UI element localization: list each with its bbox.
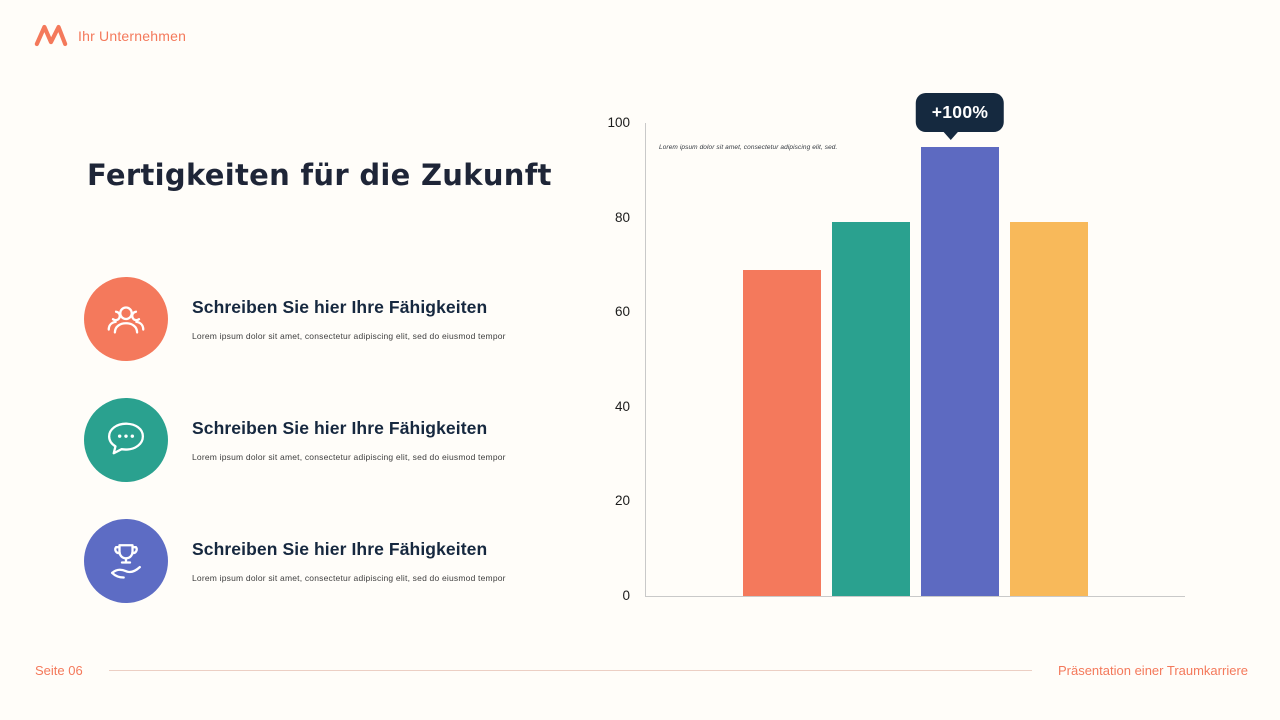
chart-note: Lorem ipsum dolor sit amet, consectetur …	[659, 144, 838, 151]
y-tick-label: 20	[614, 493, 630, 509]
list-item: Schreiben Sie hier Ihre Fähigkeiten Lore…	[84, 398, 554, 482]
brand-name: Ihr Unternehmen	[78, 27, 187, 44]
page-title: Fertigkeiten für die Zukunft	[87, 158, 552, 192]
y-tick-label: 40	[614, 398, 630, 414]
value-badge: +100%	[915, 92, 1005, 140]
chat-bubble-icon	[84, 398, 168, 482]
y-tick-label: 60	[614, 304, 630, 320]
bar-3	[921, 146, 999, 596]
item-heading: Schreiben Sie hier Ihre Fähigkeiten	[192, 539, 488, 559]
people-icon	[84, 277, 168, 361]
bar-1	[743, 269, 821, 596]
list-item-text: Schreiben Sie hier Ihre Fähigkeiten Lore…	[192, 418, 506, 462]
brand: Ihr Unternehmen	[34, 22, 186, 49]
bars	[646, 123, 1185, 596]
bar-4	[1010, 222, 1088, 596]
footer: Seite 06 Präsentation einer Traumkarrier…	[35, 663, 1248, 678]
bar-plot: Lorem ipsum dolor sit amet, consectetur …	[645, 92, 1185, 597]
list-item: Schreiben Sie hier Ihre Fähigkeiten Lore…	[84, 519, 554, 603]
y-tick-label: 0	[622, 588, 630, 603]
item-body: Lorem ipsum dolor sit amet, consectetur …	[192, 573, 506, 583]
item-body: Lorem ipsum dolor sit amet, consectetur …	[192, 452, 506, 462]
y-tick-label: 80	[614, 209, 630, 225]
footer-caption: Präsentation einer Traumkarriere	[1057, 663, 1248, 678]
list-item: Schreiben Sie hier Ihre Fähigkeiten Lore…	[84, 277, 554, 361]
item-heading: Schreiben Sie hier Ihre Fähigkeiten	[192, 297, 488, 317]
list-item-text: Schreiben Sie hier Ihre Fähigkeiten Lore…	[192, 297, 506, 341]
y-axis: 0 20 40 60 80 100	[578, 115, 630, 603]
y-tick-label: 100	[607, 115, 630, 130]
list-item-text: Schreiben Sie hier Ihre Fähigkeiten Lore…	[192, 539, 506, 583]
footer-divider	[108, 670, 1032, 671]
skill-list: Schreiben Sie hier Ihre Fähigkeiten Lore…	[84, 277, 554, 603]
trophy-hand-icon	[84, 519, 168, 603]
page-number: Seite 06	[35, 663, 83, 678]
item-body: Lorem ipsum dolor sit amet, consectetur …	[192, 331, 506, 341]
item-heading: Schreiben Sie hier Ihre Fähigkeiten	[192, 418, 488, 438]
bar-2	[832, 222, 910, 596]
company-logo-icon	[34, 24, 68, 47]
